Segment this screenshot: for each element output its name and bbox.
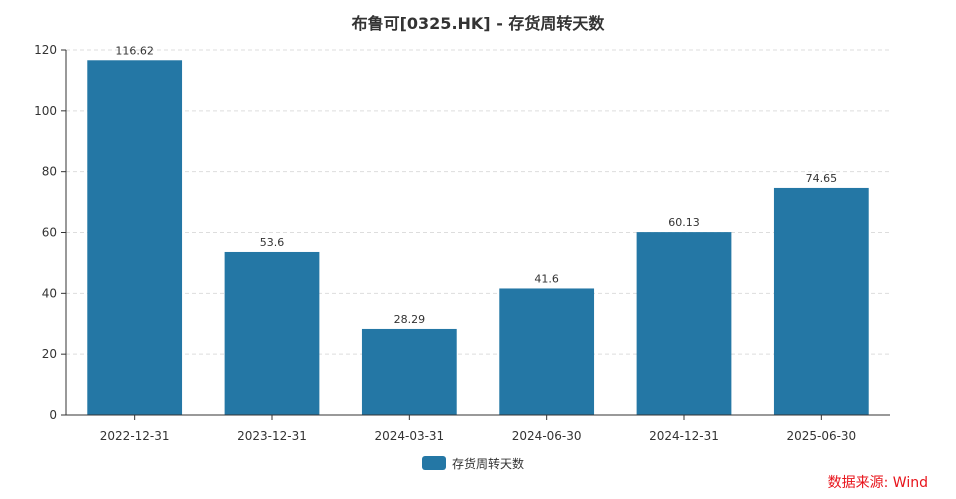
data-label: 53.6 <box>260 236 285 249</box>
bar <box>636 232 732 415</box>
data-label: 116.62 <box>115 44 154 57</box>
y-tick-label: 80 <box>42 165 57 179</box>
axes: 0 20 40 60 80 100 120 2022-12-31 2023-12-31 2024-… <box>34 43 890 443</box>
data-label: 41.6 <box>534 272 559 285</box>
legend-swatch <box>422 456 446 470</box>
data-label: 74.65 <box>806 172 838 185</box>
bar <box>499 288 595 415</box>
bar <box>773 187 869 415</box>
x-tick-label: 2022-12-31 <box>100 429 170 443</box>
grid-lines <box>66 49 890 355</box>
x-tick-label: 2023-12-31 <box>237 429 307 443</box>
data-label: 28.29 <box>394 313 426 326</box>
y-tick-label: 0 <box>49 408 57 422</box>
x-tick-label: 2025-06-30 <box>786 429 856 443</box>
x-tick-label: 2024-12-31 <box>649 429 719 443</box>
data-label: 60.13 <box>668 216 700 229</box>
bar <box>224 251 320 415</box>
y-tick-label: 120 <box>34 43 57 57</box>
x-tick-label: 2024-06-30 <box>512 429 582 443</box>
bars: 116.62 53.6 28.29 41.6 60.13 74.65 <box>87 44 869 416</box>
y-tick-label: 20 <box>42 347 57 361</box>
bar <box>87 60 183 416</box>
legend-label: 存货周转天数 <box>452 456 525 471</box>
bar <box>361 328 457 415</box>
chart-title: 布鲁可[0325.HK] - 存货周转天数 <box>351 14 605 33</box>
y-tick-label: 60 <box>42 226 57 240</box>
y-tick-label: 100 <box>34 104 57 118</box>
y-tick-label: 40 <box>42 286 57 300</box>
x-tick-label: 2024-03-31 <box>374 429 444 443</box>
legend[interactable]: 存货周转天数 <box>422 455 524 471</box>
source-note: 数据来源: Wind <box>827 475 928 491</box>
